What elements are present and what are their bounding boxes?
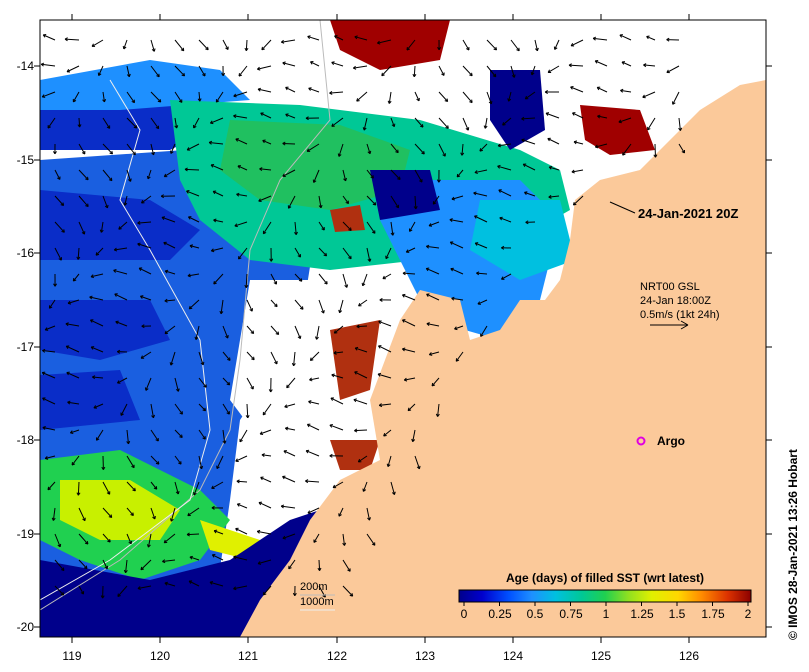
argo-label: Argo bbox=[657, 434, 685, 448]
lat-label: -15 bbox=[16, 153, 34, 167]
lat-label: -14 bbox=[16, 59, 34, 73]
copyright-label: © IMOS 28-Jan-2021 13:26 Hobart bbox=[786, 449, 800, 640]
lon-label: 120 bbox=[149, 649, 171, 663]
colorbar-tick: 0.5 bbox=[526, 607, 544, 621]
colorbar-tick: 0.75 bbox=[559, 607, 583, 621]
lat-label: -16 bbox=[16, 246, 34, 260]
colorbar bbox=[458, 589, 752, 603]
lat-label: -20 bbox=[16, 620, 34, 634]
lon-label: 121 bbox=[237, 649, 259, 663]
axis-ticks bbox=[34, 14, 772, 643]
isobath-200-label: 200m bbox=[300, 581, 328, 593]
lat-label: -19 bbox=[16, 527, 34, 541]
timestamp-label: 24-Jan-2021 20Z bbox=[638, 206, 739, 221]
argo-marker bbox=[636, 436, 646, 446]
lon-label: 119 bbox=[62, 649, 82, 663]
lon-label: 122 bbox=[326, 649, 348, 663]
legend-title: Age (days) of filled SST (wrt latest) bbox=[505, 571, 705, 585]
colorbar-tick: 1.25 bbox=[630, 607, 654, 621]
map-frame bbox=[39, 19, 767, 638]
colorbar-tick: 1.5 bbox=[668, 607, 686, 621]
current-info-line3: 0.5m/s (1kt 24h) bbox=[640, 309, 720, 321]
colorbar-tick: 1.75 bbox=[701, 607, 725, 621]
lon-label: 126 bbox=[678, 649, 700, 663]
sst-field bbox=[40, 20, 766, 637]
lat-label: -18 bbox=[16, 433, 34, 447]
colorbar-tick: 2 bbox=[744, 607, 752, 621]
colorbar-tick: 0.25 bbox=[488, 607, 512, 621]
isobath-1000-label: 1000m bbox=[300, 596, 334, 608]
timestamp-pointer bbox=[609, 201, 636, 214]
lat-label: -17 bbox=[16, 340, 34, 354]
lon-label: 123 bbox=[414, 649, 436, 663]
colorbar-tick: 1 bbox=[602, 607, 610, 621]
land-mass bbox=[240, 80, 766, 637]
lon-label: 125 bbox=[590, 649, 612, 663]
current-info-line1: NRT00 GSL bbox=[640, 281, 700, 293]
colorbar-tick: 0 bbox=[460, 607, 468, 621]
current-info-line2: 24-Jan 18:00Z bbox=[640, 295, 711, 307]
lon-label: 124 bbox=[502, 649, 524, 663]
current-vectors bbox=[40, 33, 685, 599]
